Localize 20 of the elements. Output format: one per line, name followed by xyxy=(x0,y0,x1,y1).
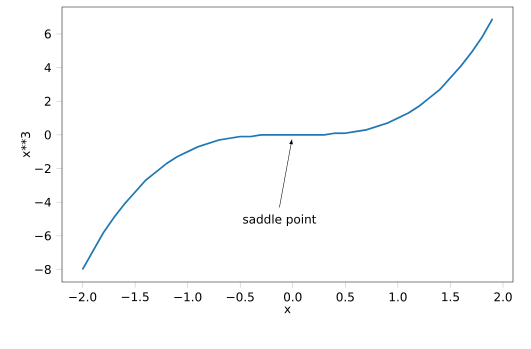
y-tick-label: 0 xyxy=(44,130,51,140)
y-tick-label: 2 xyxy=(44,96,50,106)
x-tick-label: 0.0 xyxy=(284,292,302,302)
y-tick-label: −4 xyxy=(35,198,51,207)
x-tick-label: 1.5 xyxy=(442,292,459,302)
x-tick-label: 2.0 xyxy=(494,292,512,302)
x-tick-label: −2.0 xyxy=(69,292,96,302)
y-tick-label: 6 xyxy=(44,29,51,38)
x-tick-label: −1.5 xyxy=(122,292,149,302)
x-tick-label: 1.0 xyxy=(390,292,407,302)
y-tick-label: −8 xyxy=(35,264,51,274)
x-tick-label: −1.0 xyxy=(174,292,202,302)
y-tick-label: −6 xyxy=(35,231,51,240)
x-axis-title: x xyxy=(284,306,291,314)
y-axis-title: x**3 xyxy=(21,132,30,158)
annotation: saddle point xyxy=(243,214,316,226)
x-tick-label: 0.5 xyxy=(336,292,354,302)
x-tick-label: −0.5 xyxy=(226,292,254,302)
y-tick-label: −2 xyxy=(35,164,50,173)
y-tick-label: 4 xyxy=(44,63,51,72)
